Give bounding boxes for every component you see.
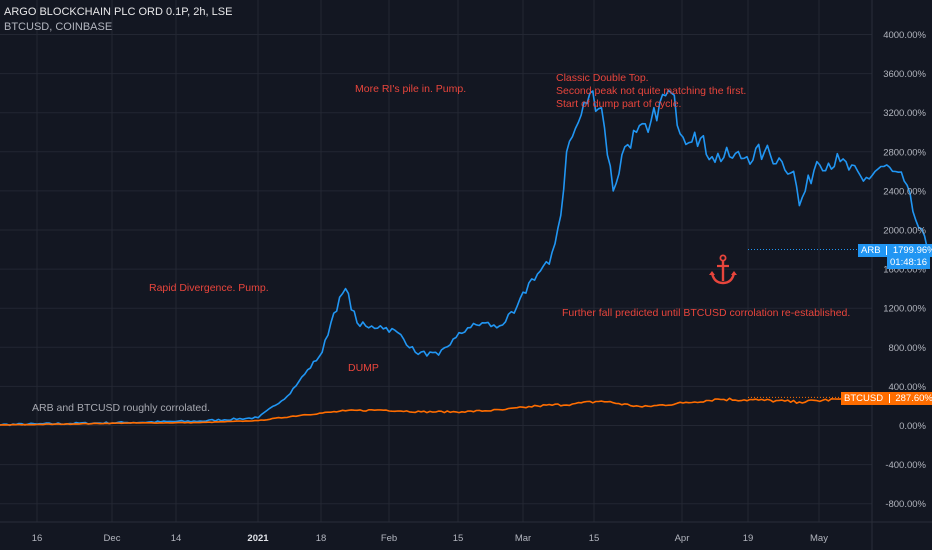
x-tick-label: 14 bbox=[171, 533, 182, 544]
x-tick-label: 15 bbox=[453, 533, 464, 544]
y-tick-label: 3600.00% bbox=[883, 69, 926, 80]
y-tick-label: 0.00% bbox=[899, 421, 926, 432]
y-tick-label: 2800.00% bbox=[883, 147, 926, 158]
y-tick-label: 4000.00% bbox=[883, 30, 926, 41]
x-tick-label: 18 bbox=[316, 533, 327, 544]
x-tick-label: 19 bbox=[743, 533, 754, 544]
annotation-correlated: ARB and BTCUSD roughly corrolated. bbox=[32, 402, 210, 414]
btc-symbol: BTCUSD bbox=[844, 393, 884, 404]
series-layer bbox=[0, 89, 929, 427]
x-tick-label: Apr bbox=[675, 533, 690, 544]
y-tick-label: 1200.00% bbox=[883, 304, 926, 315]
x-tick-label: 15 bbox=[589, 533, 600, 544]
anchor-icon bbox=[709, 254, 737, 285]
y-tick-label: 400.00% bbox=[888, 382, 926, 393]
arb-timer-badge: 01:48:16 bbox=[887, 256, 930, 269]
x-tick-label: 16 bbox=[32, 533, 43, 544]
arb-timer: 01:48:16 bbox=[890, 257, 927, 268]
series-line-btcusd bbox=[0, 394, 928, 426]
btc-price-badge: BTCUSD 287.60% bbox=[841, 392, 932, 405]
y-tick-label: -400.00% bbox=[885, 460, 926, 471]
annotation-further-fall: Further fall predicted until BTCUSD corr… bbox=[562, 307, 851, 319]
x-tick-label: 2021 bbox=[247, 533, 269, 544]
annotation-dump: DUMP bbox=[348, 362, 379, 374]
arb-price-badge: ARB 1799.96% bbox=[858, 244, 932, 257]
y-tick-label: 2000.00% bbox=[883, 226, 926, 237]
x-tick-label: Feb bbox=[381, 533, 397, 544]
annotation-pile-in: More RI's pile in. Pump. bbox=[355, 83, 467, 95]
x-axis: 16 Dec 14 2021 18 Feb 15 Mar 15 Apr 19 May bbox=[32, 533, 829, 544]
y-axis: -800.00% -400.00% 0.00% 400.00% 800.00% 1200.… bbox=[883, 30, 926, 510]
chart-subtitle: BTCUSD, COINBASE bbox=[4, 21, 113, 33]
y-tick-label: -800.00% bbox=[885, 499, 926, 510]
series-line-arb bbox=[0, 89, 929, 427]
arb-symbol: ARB bbox=[861, 245, 881, 256]
chart-title: ARGO BLOCKCHAIN PLC ORD 0.1P, 2h, LSE bbox=[4, 6, 233, 18]
y-tick-label: 800.00% bbox=[888, 343, 926, 354]
x-tick-label: May bbox=[810, 533, 828, 544]
arb-value: 1799.96% bbox=[892, 245, 932, 256]
y-tick-label: 2400.00% bbox=[883, 186, 926, 197]
annotation-divergence: Rapid Divergence. Pump. bbox=[149, 282, 269, 294]
y-tick-label: 1600.00% bbox=[883, 265, 926, 276]
y-tick-label: 3200.00% bbox=[883, 108, 926, 119]
annotation-double-top: Classic Double Top. Second peak not quit… bbox=[556, 72, 747, 110]
x-tick-label: Dec bbox=[104, 533, 121, 544]
btc-value: 287.60% bbox=[895, 393, 932, 404]
x-tick-label: Mar bbox=[515, 533, 531, 544]
